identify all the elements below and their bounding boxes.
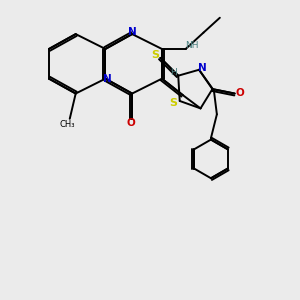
Text: N: N: [128, 27, 137, 37]
Text: O: O: [236, 88, 244, 98]
Text: NH: NH: [185, 41, 199, 50]
Text: S: S: [151, 50, 159, 60]
Text: CH₃: CH₃: [59, 120, 74, 129]
Text: O: O: [126, 118, 135, 128]
Text: S: S: [169, 98, 177, 108]
Text: N: N: [103, 74, 111, 84]
Text: N: N: [198, 63, 207, 73]
Text: H: H: [170, 68, 177, 76]
